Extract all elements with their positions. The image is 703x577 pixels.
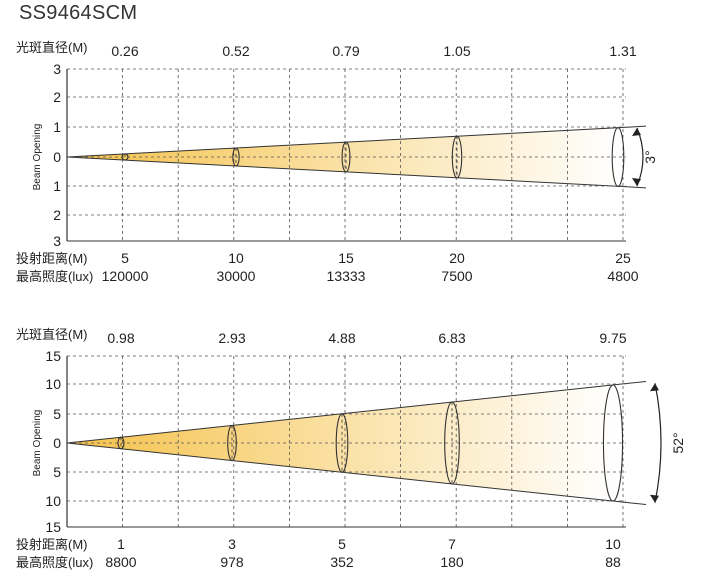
y-axis-title: Beam Opening [32, 124, 43, 191]
y-tick-label: 2 [53, 89, 61, 105]
max-illuminance-label: 最高照度(lux) [16, 269, 93, 284]
beam-edge-top [66, 380, 647, 444]
throw-distance-value: 5 [338, 536, 346, 552]
beam-edge-top [66, 125, 647, 158]
beam-angle-label: 52° [670, 432, 686, 453]
max-illuminance-value: 120000 [102, 268, 149, 284]
max-illuminance-value: 4800 [607, 268, 638, 284]
max-illuminance-value: 7500 [441, 268, 472, 284]
max-illuminance-label: 最高照度(lux) [16, 555, 93, 570]
spot-diameter-value: 4.88 [328, 330, 355, 346]
y-tick-label: 2 [53, 207, 61, 223]
max-illuminance-value: 352 [330, 554, 354, 570]
max-illuminance-value: 8800 [105, 554, 136, 570]
beam-diagram-1 [66, 68, 647, 242]
y-tick-label: 5 [53, 464, 61, 480]
max-illuminance-value: 13333 [327, 268, 366, 284]
angle-arc [654, 383, 662, 503]
spot-diameter-value: 0.98 [107, 330, 134, 346]
max-illuminance-value: 88 [605, 554, 621, 570]
y-tick-label: 3 [53, 61, 61, 77]
angle-arrowhead [632, 178, 641, 187]
angle-arrowhead [650, 494, 659, 503]
angle-arrowhead [650, 383, 659, 392]
beam-section-ellipse [602, 384, 624, 502]
spot-diameter-label: 光斑直径(M) [16, 40, 88, 55]
spot-diameter-value: 1.05 [443, 43, 470, 59]
spot-diameter-value: 1.31 [609, 43, 636, 59]
max-illuminance-value: 978 [220, 554, 244, 570]
spot-diameter-value: 0.52 [222, 43, 249, 59]
throw-distance-value: 7 [448, 536, 456, 552]
y-tick-label: 3 [53, 233, 61, 249]
throw-distance-value: 20 [449, 250, 465, 266]
spot-diameter-value: 0.26 [111, 43, 138, 59]
spot-diameter-label: 光斑直径(M) [16, 327, 88, 342]
y-tick-label: 0 [53, 149, 61, 165]
throw-distance-value: 3 [228, 536, 236, 552]
throw-distance-value: 15 [338, 250, 354, 266]
throw-distance-value: 10 [605, 536, 621, 552]
throw-distance-value: 10 [228, 250, 244, 266]
spot-diameter-value: 6.83 [438, 330, 465, 346]
beam-edge-bottom [66, 442, 647, 506]
product-title: SS9464SCM [19, 2, 138, 24]
y-axis-title: Beam Opening [32, 410, 43, 477]
beam-diagram-2 [66, 355, 662, 528]
y-tick-label: 1 [53, 178, 61, 194]
beam-angle-label: 3° [642, 150, 658, 163]
y-tick-label: 5 [53, 406, 61, 422]
throw-distance-value: 25 [615, 250, 631, 266]
beam-edge-bottom [66, 156, 647, 189]
spot-diameter-value: 0.79 [332, 43, 359, 59]
max-illuminance-value: 30000 [217, 268, 256, 284]
throw-distance-label: 投射距离(M) [16, 537, 88, 552]
angle-arrowhead [632, 127, 641, 136]
throw-distance-value: 1 [117, 536, 125, 552]
throw-distance-value: 5 [121, 250, 129, 266]
max-illuminance-value: 180 [440, 554, 464, 570]
y-tick-label: 1 [53, 119, 61, 135]
y-tick-label: 15 [45, 348, 61, 364]
beam-section-ellipse [611, 127, 625, 187]
y-tick-label: 10 [45, 493, 61, 509]
throw-distance-label: 投射距离(M) [16, 251, 88, 266]
y-tick-label: 0 [53, 435, 61, 451]
y-tick-label: 15 [45, 519, 61, 535]
y-tick-label: 10 [45, 376, 61, 392]
spot-diameter-value: 9.75 [599, 330, 626, 346]
spot-diameter-value: 2.93 [218, 330, 245, 346]
